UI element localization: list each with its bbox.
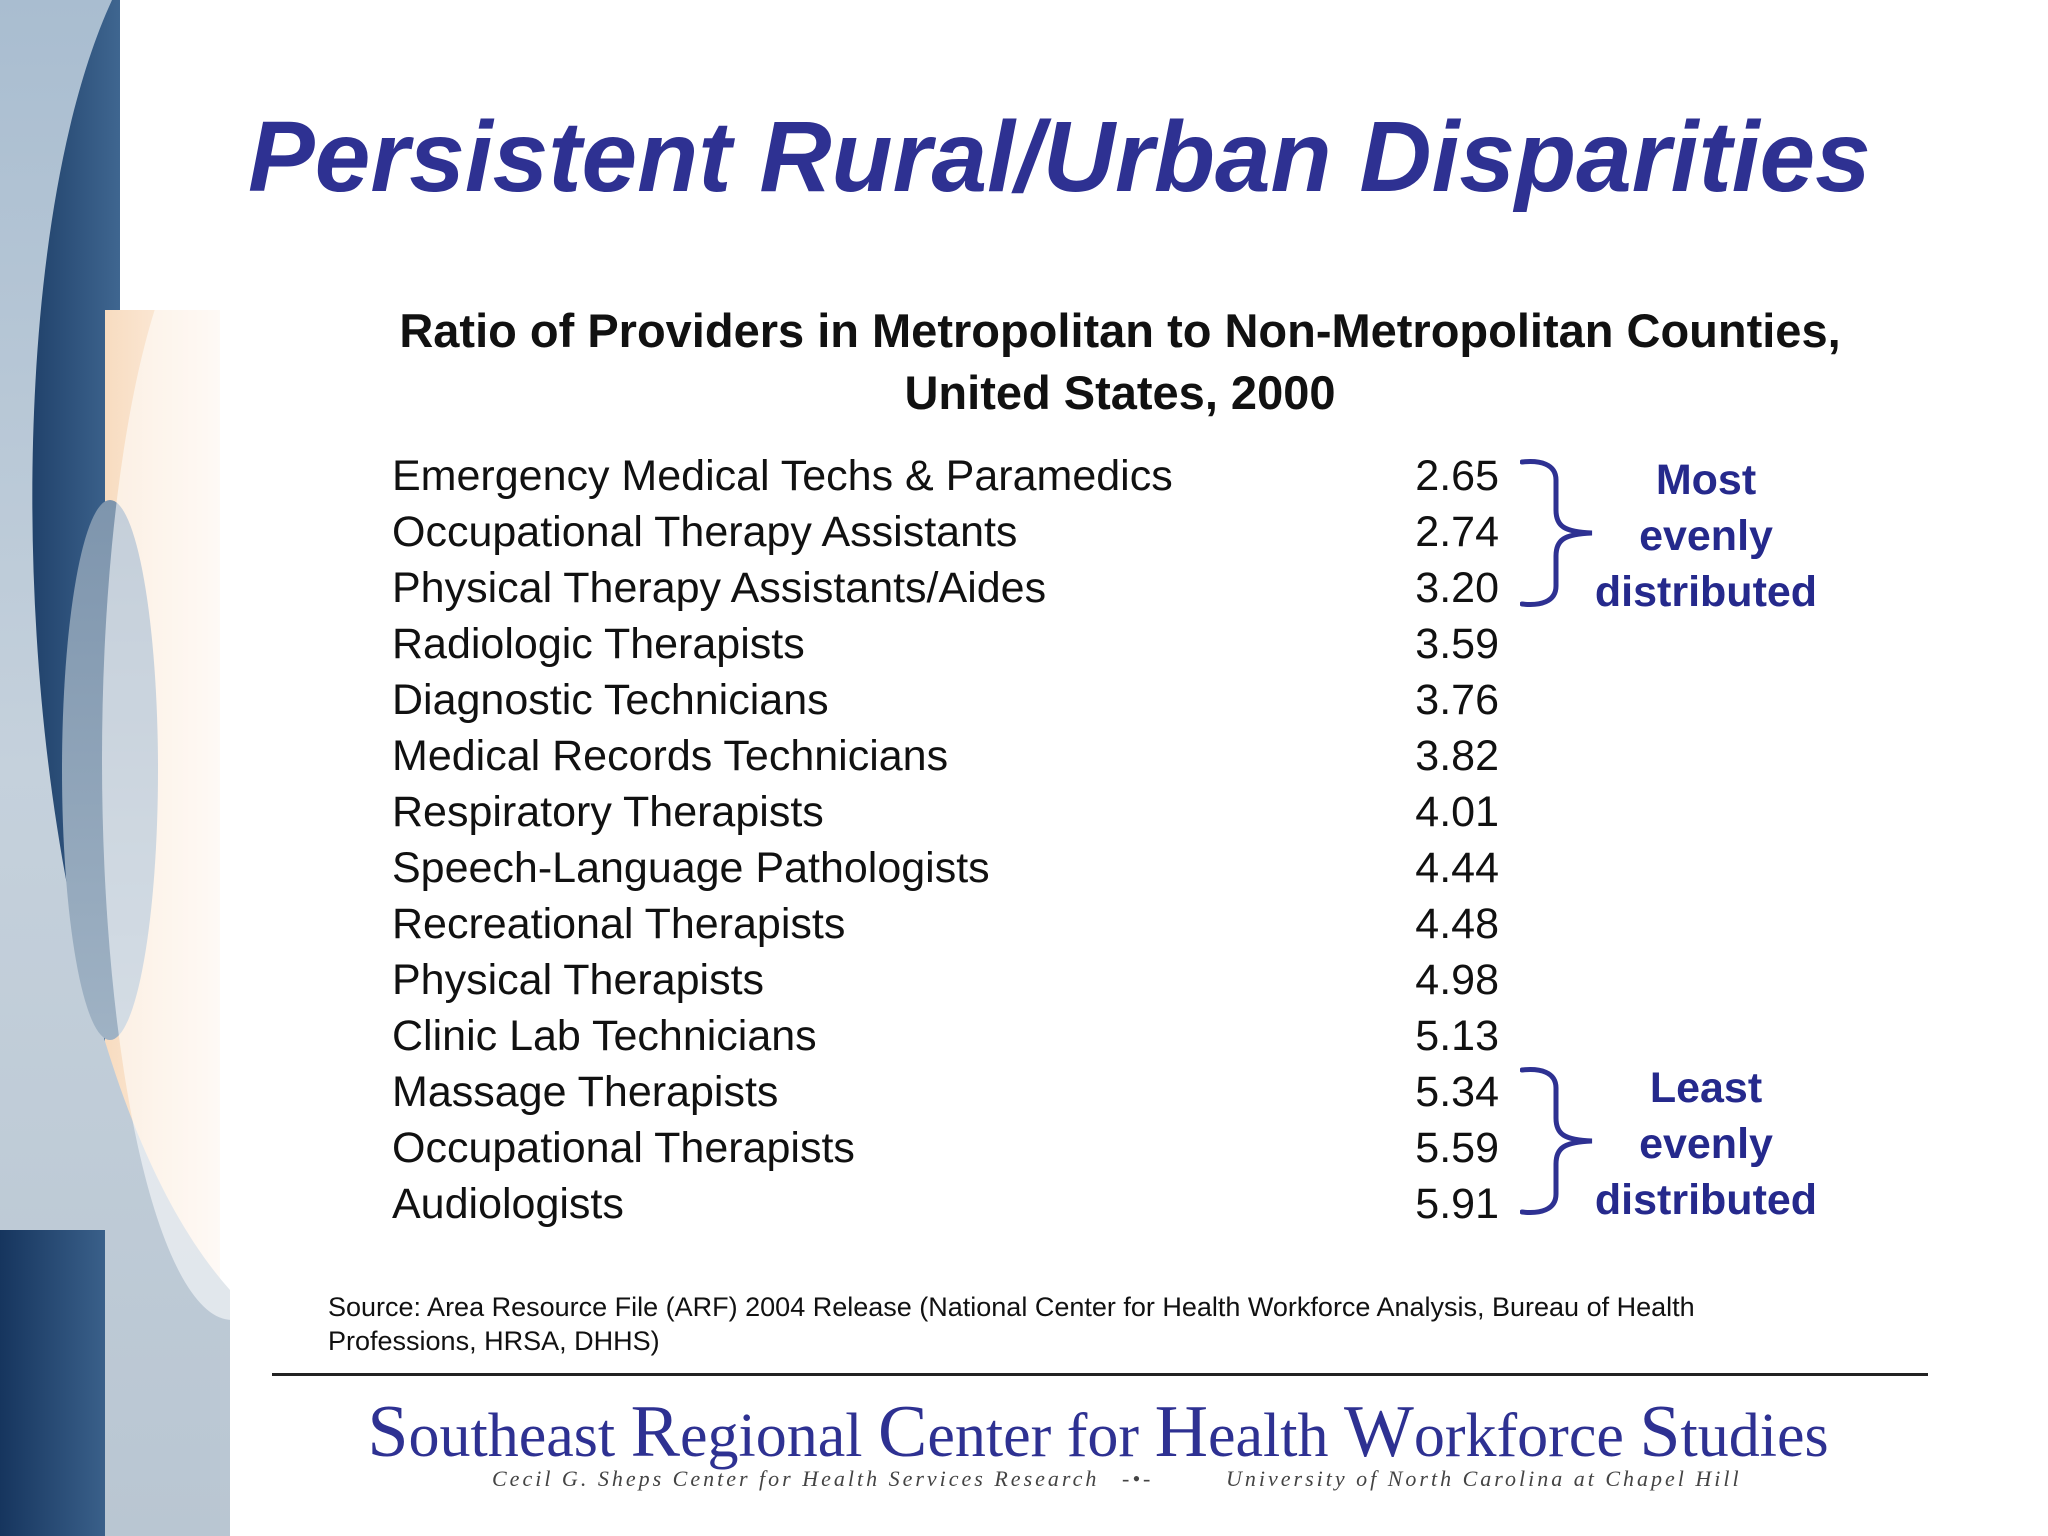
logo-text: egional — [680, 1402, 878, 1470]
most-evenly-distributed-note: Most evenly distributed — [1576, 452, 1836, 620]
table-row: Recreational Therapists 4.48 — [392, 896, 1512, 952]
right-brace-icon — [1520, 459, 1593, 607]
sheps-center-name: Cecil G. Sheps Center for Health Service… — [492, 1466, 1100, 1491]
table-row: Physical Therapists 4.98 — [392, 952, 1512, 1008]
ratio-value: 3.76 — [1415, 676, 1499, 724]
table-row: Massage Therapists 5.34 — [392, 1064, 1512, 1120]
table-row: Audiologists 5.91 — [392, 1176, 1512, 1232]
ratio-value: 4.44 — [1415, 844, 1499, 892]
organization-logo: Southeast Regional Center for Health Wor… — [248, 1390, 1948, 1475]
logo-letter: S — [1639, 1391, 1681, 1473]
table-row: Occupational Therapists 5.59 — [392, 1120, 1512, 1176]
right-brace-icon — [1520, 1067, 1593, 1215]
table-subtitle: Ratio of Providers in Metropolitan to No… — [300, 300, 1940, 424]
subtitle-line-2: United States, 2000 — [904, 366, 1336, 419]
logo-letter: R — [630, 1391, 680, 1473]
table-row: Speech-Language Pathologists 4.44 — [392, 840, 1512, 896]
logo-text: outheast — [408, 1402, 631, 1470]
provider-label: Occupational Therapy Assistants — [392, 508, 1018, 556]
ratio-value: 4.48 — [1415, 900, 1499, 948]
logo-letter: S — [367, 1391, 409, 1473]
provider-label: Emergency Medical Techs & Paramedics — [392, 452, 1173, 500]
ratio-value: 4.98 — [1415, 956, 1499, 1004]
decorative-side-graphic — [0, 0, 240, 1536]
table-row: Respiratory Therapists 4.01 — [392, 784, 1512, 840]
note-line: evenly — [1639, 1120, 1773, 1168]
note-line: evenly — [1639, 512, 1773, 560]
provider-label: Recreational Therapists — [392, 900, 846, 948]
note-line: distributed — [1594, 568, 1818, 616]
source-citation: Source: Area Resource File (ARF) 2004 Re… — [328, 1292, 1695, 1356]
provider-label: Massage Therapists — [392, 1068, 779, 1116]
separator-ornament: -•- — [1122, 1466, 1154, 1491]
slide-title: Persistent Rural/Urban Disparities — [248, 101, 1871, 213]
logo-letter: C — [878, 1391, 928, 1473]
provider-label: Medical Records Technicians — [392, 732, 949, 780]
provider-label: Audiologists — [392, 1180, 624, 1228]
table-row: Medical Records Technicians 3.82 — [392, 728, 1512, 784]
provider-ratio-table: Emergency Medical Techs & Paramedics 2.65… — [392, 448, 1512, 1232]
provider-label: Clinic Lab Technicians — [392, 1012, 817, 1060]
logo-text: orkforce — [1413, 1402, 1640, 1470]
logo-text: tudies — [1680, 1402, 1829, 1470]
ratio-value: 5.59 — [1415, 1124, 1499, 1172]
provider-label: Speech-Language Pathologists — [392, 844, 990, 892]
logo-text: ealth — [1208, 1402, 1345, 1470]
logo-letter: W — [1344, 1391, 1414, 1473]
subtitle-line-1: Ratio of Providers in Metropolitan to No… — [399, 304, 1841, 357]
note-line: distributed — [1594, 1176, 1818, 1224]
table-row: Radiologic Therapists 3.59 — [392, 616, 1512, 672]
provider-label: Occupational Therapists — [392, 1124, 855, 1172]
provider-label: Respiratory Therapists — [392, 788, 824, 836]
university-name: University of North Carolina at Chapel H… — [1226, 1466, 1742, 1491]
ratio-value: 3.82 — [1415, 732, 1499, 780]
provider-label: Diagnostic Technicians — [392, 676, 829, 724]
footer-divider — [272, 1373, 1928, 1376]
least-evenly-distributed-note: Least evenly distributed — [1576, 1060, 1836, 1228]
provider-label: Physical Therapy Assistants/Aides — [392, 564, 1047, 612]
ratio-value: 2.65 — [1415, 452, 1499, 500]
note-line: Least — [1649, 1064, 1763, 1112]
ratio-value: 5.13 — [1415, 1012, 1499, 1060]
table-row: Physical Therapy Assistants/Aides 3.20 — [392, 560, 1512, 616]
table-row: Diagnostic Technicians 3.76 — [392, 672, 1512, 728]
ratio-value: 4.01 — [1415, 788, 1499, 836]
note-line: Most — [1655, 456, 1757, 504]
ratio-value: 3.20 — [1415, 564, 1499, 612]
ratio-value: 5.91 — [1415, 1180, 1499, 1228]
table-row: Clinic Lab Technicians 5.13 — [392, 1008, 1512, 1064]
ratio-value: 3.59 — [1415, 620, 1499, 668]
provider-label: Radiologic Therapists — [392, 620, 805, 668]
provider-label: Physical Therapists — [392, 956, 765, 1004]
ratio-value: 5.34 — [1415, 1068, 1499, 1116]
table-row: Occupational Therapy Assistants 2.74 — [392, 504, 1512, 560]
ratio-value: 2.74 — [1415, 508, 1499, 556]
logo-letter: H — [1154, 1391, 1209, 1473]
logo-text: enter for — [927, 1402, 1155, 1470]
table-row: Emergency Medical Techs & Paramedics 2.65 — [392, 448, 1512, 504]
